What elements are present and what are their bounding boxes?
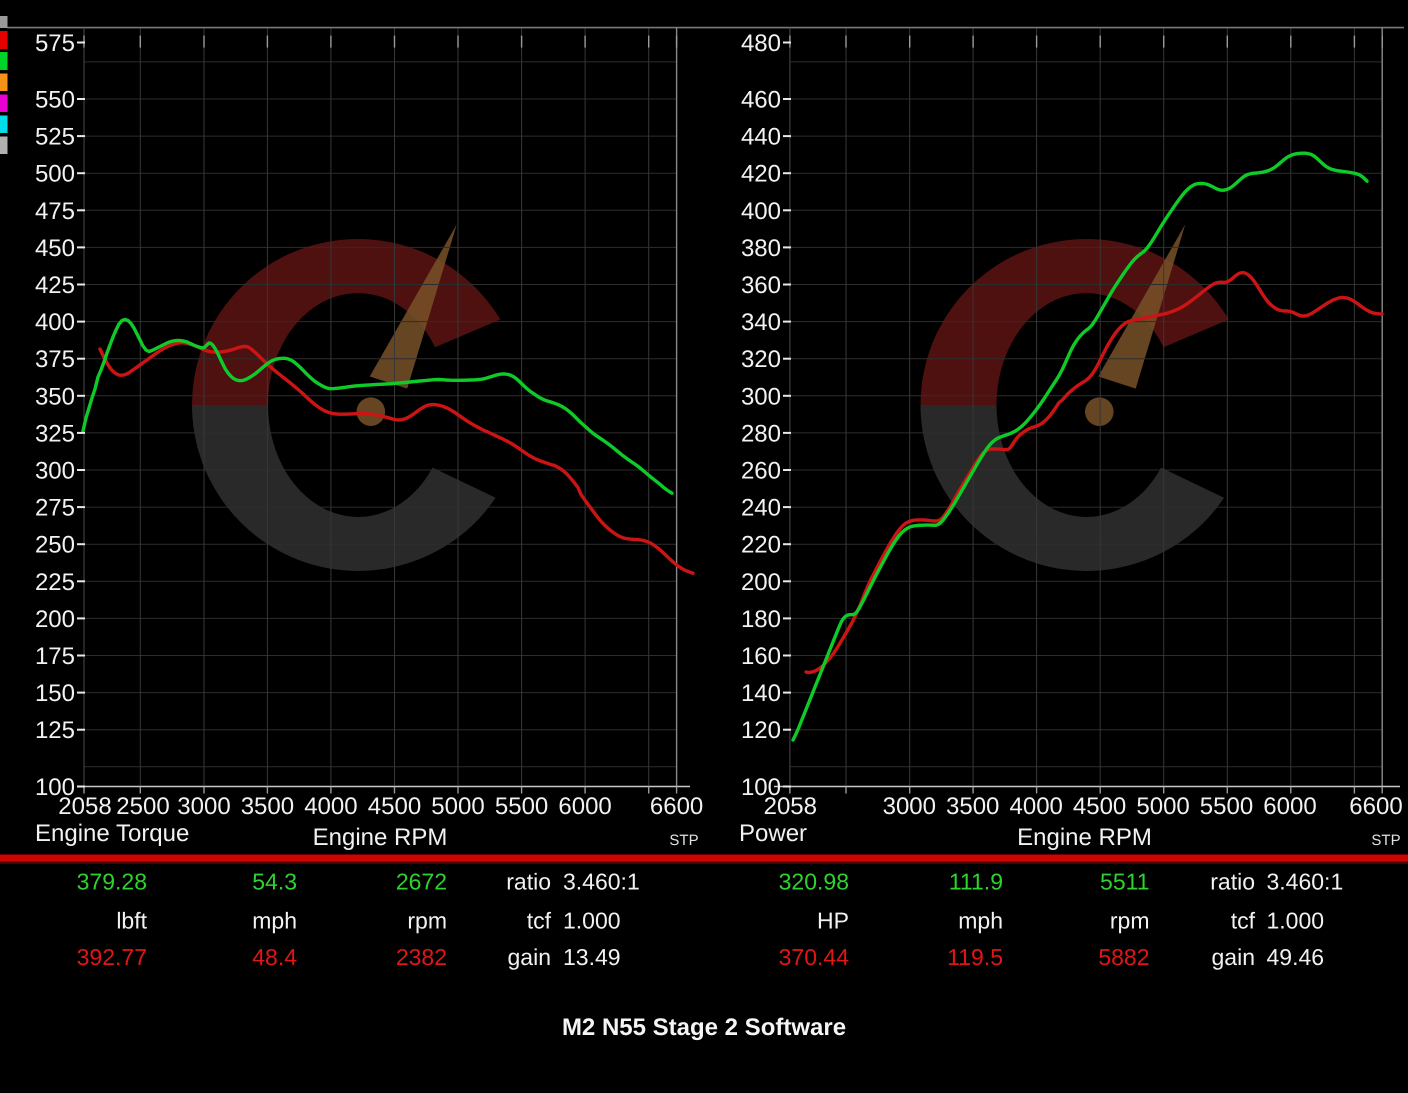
- svg-text:gain: gain: [1212, 944, 1255, 970]
- svg-text:380: 380: [741, 235, 781, 262]
- svg-text:5000: 5000: [1136, 793, 1189, 820]
- svg-text:420: 420: [741, 161, 781, 188]
- svg-text:6000: 6000: [558, 793, 611, 820]
- svg-text:100: 100: [741, 774, 781, 801]
- svg-text:260: 260: [741, 458, 781, 485]
- svg-text:Engine Torque: Engine Torque: [35, 820, 189, 847]
- svg-text:220: 220: [741, 532, 781, 559]
- svg-text:5882: 5882: [1098, 944, 1149, 970]
- svg-text:460: 460: [741, 87, 781, 114]
- svg-text:325: 325: [35, 420, 75, 447]
- svg-text:3.460:1: 3.460:1: [563, 869, 640, 895]
- svg-text:tcf: tcf: [1231, 908, 1256, 934]
- svg-text:140: 140: [741, 680, 781, 707]
- svg-text:450: 450: [35, 235, 75, 262]
- svg-text:tcf: tcf: [527, 908, 552, 934]
- svg-text:5511: 5511: [1100, 869, 1149, 895]
- svg-text:M2 N55 Stage 2 Software: M2 N55 Stage 2 Software: [562, 1014, 846, 1041]
- svg-text:370.44: 370.44: [779, 944, 850, 970]
- svg-text:150: 150: [35, 680, 75, 707]
- svg-text:100: 100: [35, 774, 75, 801]
- svg-text:200: 200: [741, 569, 781, 596]
- svg-text:3500: 3500: [946, 793, 999, 820]
- svg-text:3.460:1: 3.460:1: [1267, 869, 1344, 895]
- svg-text:mph: mph: [252, 908, 297, 934]
- svg-text:575: 575: [35, 30, 75, 57]
- svg-text:Engine RPM: Engine RPM: [1017, 824, 1152, 851]
- svg-text:550: 550: [35, 87, 75, 114]
- svg-text:Power: Power: [739, 820, 807, 847]
- svg-text:5000: 5000: [431, 793, 484, 820]
- svg-text:3000: 3000: [883, 793, 936, 820]
- svg-text:rpm: rpm: [407, 908, 447, 934]
- svg-text:2058: 2058: [764, 793, 817, 820]
- svg-text:6600: 6600: [650, 793, 703, 820]
- svg-text:392.77: 392.77: [77, 944, 147, 970]
- svg-text:240: 240: [741, 495, 781, 522]
- svg-text:3500: 3500: [241, 793, 294, 820]
- svg-text:180: 180: [741, 606, 781, 633]
- svg-text:4000: 4000: [304, 793, 357, 820]
- svg-text:250: 250: [35, 532, 75, 559]
- svg-text:lbft: lbft: [116, 908, 147, 934]
- svg-text:225: 225: [35, 569, 75, 596]
- svg-text:ratio: ratio: [506, 869, 551, 895]
- svg-text:2672: 2672: [396, 869, 447, 895]
- svg-text:4500: 4500: [1073, 793, 1126, 820]
- svg-text:160: 160: [741, 643, 781, 670]
- svg-text:280: 280: [741, 420, 781, 447]
- svg-text:440: 440: [741, 124, 781, 151]
- svg-text:111.9: 111.9: [949, 869, 1003, 895]
- svg-text:425: 425: [35, 272, 75, 299]
- svg-text:mph: mph: [958, 908, 1003, 934]
- svg-text:48.4: 48.4: [252, 944, 297, 970]
- svg-text:3000: 3000: [177, 793, 230, 820]
- svg-text:525: 525: [35, 124, 75, 151]
- svg-text:320: 320: [741, 346, 781, 373]
- svg-text:120: 120: [741, 717, 781, 744]
- svg-text:2500: 2500: [116, 793, 169, 820]
- svg-text:200: 200: [35, 606, 75, 633]
- svg-text:475: 475: [35, 198, 75, 225]
- svg-text:6000: 6000: [1263, 793, 1316, 820]
- svg-text:500: 500: [35, 161, 75, 188]
- svg-text:360: 360: [741, 272, 781, 299]
- svg-text:480: 480: [741, 30, 781, 57]
- svg-text:400: 400: [741, 198, 781, 225]
- svg-text:350: 350: [35, 383, 75, 410]
- svg-text:4500: 4500: [368, 793, 421, 820]
- svg-text:ratio: ratio: [1210, 869, 1255, 895]
- svg-text:379.28: 379.28: [77, 869, 147, 895]
- svg-text:320.98: 320.98: [779, 869, 849, 895]
- svg-text:5500: 5500: [495, 793, 548, 820]
- svg-text:2382: 2382: [396, 944, 447, 970]
- svg-text:rpm: rpm: [1110, 908, 1150, 934]
- svg-text:STP: STP: [1371, 832, 1400, 849]
- svg-text:STP: STP: [669, 832, 698, 849]
- svg-text:175: 175: [35, 643, 75, 670]
- svg-text:375: 375: [35, 346, 75, 373]
- svg-text:275: 275: [35, 495, 75, 522]
- svg-text:119.5: 119.5: [947, 944, 1003, 970]
- svg-text:6600: 6600: [1349, 793, 1402, 820]
- svg-text:2058: 2058: [58, 793, 111, 820]
- svg-text:49.46: 49.46: [1267, 944, 1325, 970]
- svg-text:340: 340: [741, 309, 781, 336]
- svg-text:54.3: 54.3: [252, 869, 297, 895]
- svg-text:300: 300: [35, 458, 75, 485]
- svg-text:400: 400: [35, 309, 75, 336]
- svg-text:4000: 4000: [1010, 793, 1063, 820]
- svg-text:gain: gain: [508, 944, 551, 970]
- svg-text:Engine RPM: Engine RPM: [313, 824, 448, 851]
- svg-text:125: 125: [35, 717, 75, 744]
- svg-text:1.000: 1.000: [1267, 908, 1325, 934]
- svg-text:1.000: 1.000: [563, 908, 621, 934]
- svg-text:HP: HP: [817, 908, 849, 934]
- svg-text:300: 300: [741, 383, 781, 410]
- svg-text:13.49: 13.49: [563, 944, 621, 970]
- svg-text:5500: 5500: [1200, 793, 1253, 820]
